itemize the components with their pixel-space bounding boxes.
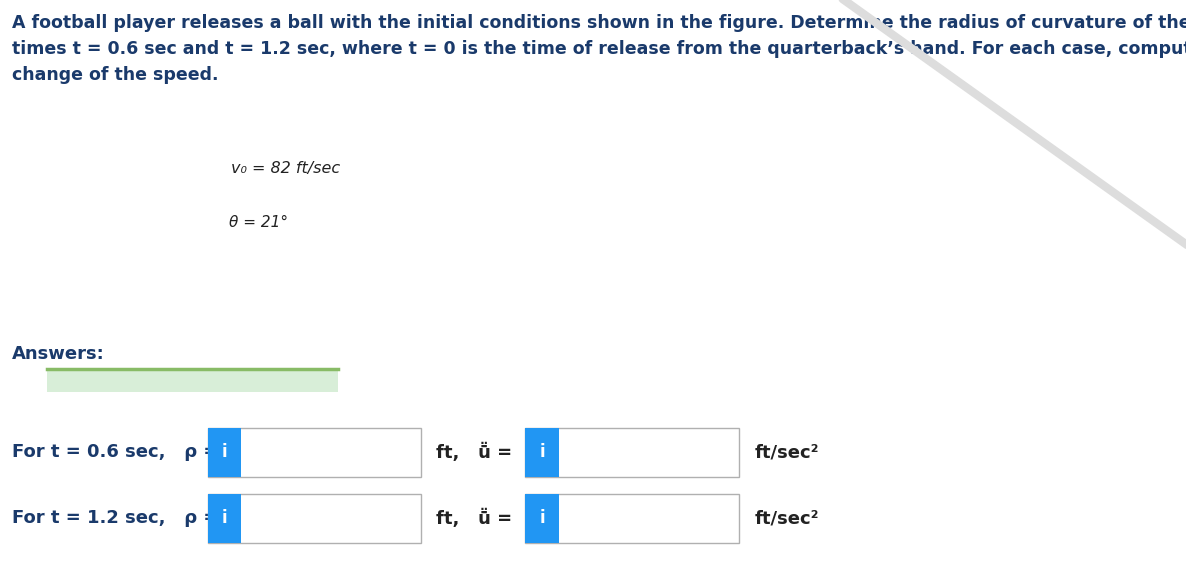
Text: ft,   ṻ =: ft, ṻ = (436, 442, 512, 462)
Text: ft/sec²: ft/sec² (754, 443, 818, 461)
FancyBboxPatch shape (208, 494, 241, 543)
FancyBboxPatch shape (525, 494, 559, 543)
FancyBboxPatch shape (525, 427, 559, 477)
FancyBboxPatch shape (208, 427, 421, 477)
Text: i: i (222, 443, 227, 461)
Bar (47, 369, 338, 392)
Text: A football player releases a ball with the initial conditions shown in the figur: A football player releases a ball with t… (12, 14, 1186, 84)
FancyBboxPatch shape (525, 427, 739, 477)
FancyBboxPatch shape (208, 494, 421, 543)
Text: Answers:: Answers: (12, 345, 104, 363)
Text: For t = 0.6 sec,   ρ =: For t = 0.6 sec, ρ = (12, 443, 218, 461)
Text: θ = 21°: θ = 21° (229, 215, 288, 230)
FancyBboxPatch shape (208, 427, 241, 477)
Text: i: i (540, 443, 544, 461)
Text: ft,   ṻ =: ft, ṻ = (436, 509, 512, 528)
Text: i: i (222, 509, 227, 528)
Text: For t = 1.2 sec,   ρ =: For t = 1.2 sec, ρ = (12, 509, 218, 528)
Text: ft/sec²: ft/sec² (754, 509, 818, 528)
Text: i: i (540, 509, 544, 528)
Text: v₀ = 82 ft/sec: v₀ = 82 ft/sec (231, 161, 340, 176)
FancyBboxPatch shape (525, 494, 739, 543)
